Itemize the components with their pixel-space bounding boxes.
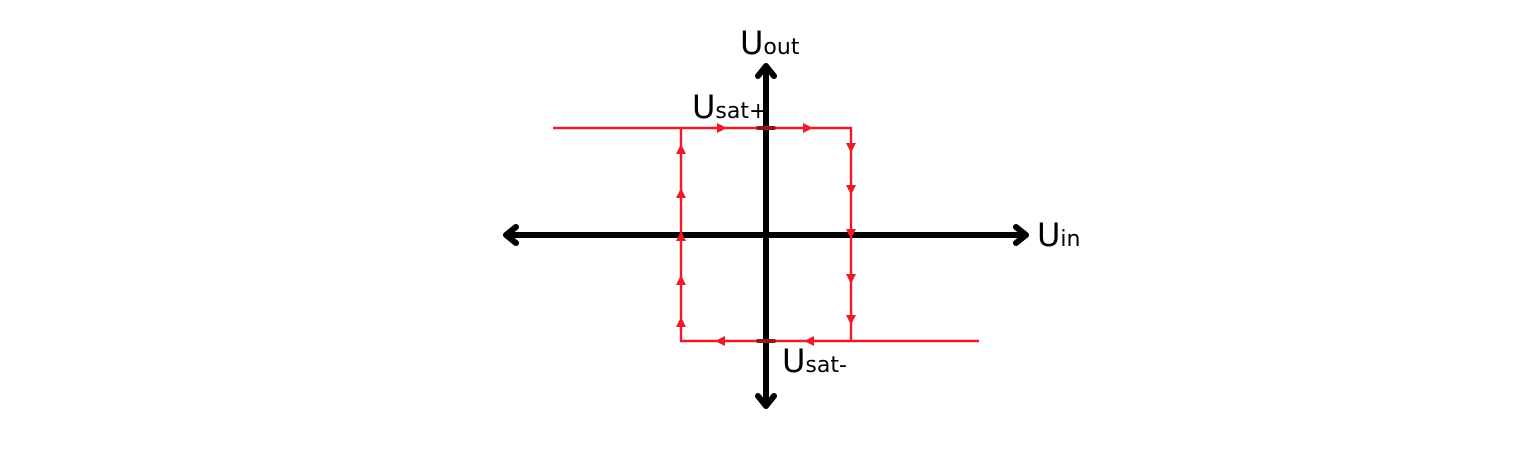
direction-arrow-down [846, 229, 856, 239]
y-axis-label-main: U [740, 24, 763, 62]
direction-arrow-up [676, 317, 686, 327]
direction-arrow-up [676, 188, 686, 198]
lower-saturation-line [679, 128, 979, 343]
y-axis-label-sub: out [763, 35, 799, 60]
direction-arrow-down [846, 274, 856, 284]
axes [503, 63, 1029, 409]
x-axis-label-sub: in [1060, 227, 1080, 252]
y-axis-label: Uout [740, 24, 800, 62]
sat-neg-label-sub: sat- [805, 353, 847, 378]
direction-arrow-up [676, 231, 686, 241]
y-axis-top-arrowhead [755, 63, 777, 79]
direction-arrow-right [717, 123, 727, 133]
sat-pos-label-main: U [692, 88, 715, 126]
direction-arrow-down [846, 143, 856, 153]
x-axis-label-main: U [1037, 216, 1060, 254]
upper-saturation-line [553, 126, 853, 341]
hysteresis-loop [553, 123, 979, 346]
direction-arrow-down [846, 185, 856, 195]
direction-arrow-left [804, 336, 814, 346]
sat-neg-label: Usat- [782, 342, 847, 380]
direction-arrow-right [803, 123, 813, 133]
sat-pos-label: Usat+ [692, 88, 767, 126]
direction-arrow-down [846, 315, 856, 325]
direction-arrows [676, 123, 856, 346]
x-axis-left-arrowhead [503, 224, 519, 246]
direction-arrow-up [676, 275, 686, 285]
x-axis-right-arrowhead [1013, 224, 1029, 246]
sat-neg-label-main: U [782, 342, 805, 380]
direction-arrow-up [676, 144, 686, 154]
x-axis-label: Uin [1037, 216, 1080, 254]
direction-arrow-left [715, 336, 725, 346]
sat-pos-label-sub: sat+ [715, 99, 767, 124]
y-axis-bottom-arrowhead [755, 393, 777, 409]
